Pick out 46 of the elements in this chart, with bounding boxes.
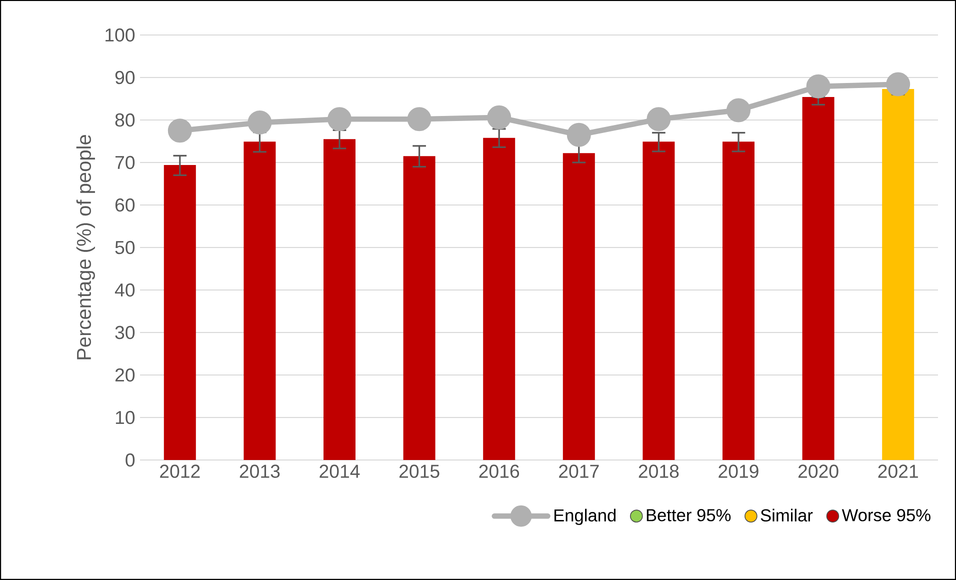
point (407, 107, 432, 132)
point (248, 110, 272, 135)
x-tick-label: 2018 (638, 464, 679, 478)
x-tick-label: 2014 (320, 464, 360, 478)
x-tick-label: 2015 (399, 464, 440, 478)
y-tick-label: 80 (115, 113, 135, 127)
point (726, 98, 750, 122)
y-tick-label: 30 (115, 326, 135, 340)
legend-label: Better 95% (646, 509, 731, 522)
bar (324, 139, 356, 460)
legend-label: Similar (760, 508, 813, 522)
bar (802, 97, 834, 460)
point (168, 118, 192, 143)
point (328, 107, 352, 132)
point (487, 105, 512, 130)
y-tick-label: 0 (126, 453, 135, 467)
legend-label: Worse 95% (842, 509, 930, 522)
x-tick-label: 2020 (798, 464, 838, 478)
y-tick-label: 10 (116, 410, 135, 424)
y-tick-label: 40 (114, 283, 135, 297)
y-tick-label: 50 (115, 240, 135, 254)
y-tick-label: 90 (115, 70, 135, 84)
point (566, 122, 591, 147)
bar (164, 165, 196, 460)
legend-label: England (554, 508, 616, 525)
bar (882, 88, 914, 460)
bar (483, 138, 516, 460)
y-tick-label: 70 (115, 156, 135, 170)
y-axis-title: Percentage (%) of people (76, 135, 95, 360)
y-tick-label: 20 (115, 368, 135, 382)
bar (562, 153, 595, 460)
bar (722, 142, 755, 460)
bar (403, 156, 436, 460)
y-tick-label: 100 (106, 28, 135, 42)
bar (642, 142, 675, 460)
point (886, 72, 910, 96)
x-tick-label: 2017 (559, 464, 599, 478)
bar (244, 142, 276, 460)
x-tick-label: 2016 (479, 464, 520, 478)
x-tick-label: 2012 (160, 464, 200, 478)
x-tick-label: 2021 (878, 464, 918, 478)
x-tick-label: 2013 (240, 464, 280, 478)
x-tick-label: 2019 (718, 464, 758, 478)
y-tick-label: 60 (115, 198, 135, 212)
point (806, 74, 830, 98)
point (646, 107, 671, 132)
